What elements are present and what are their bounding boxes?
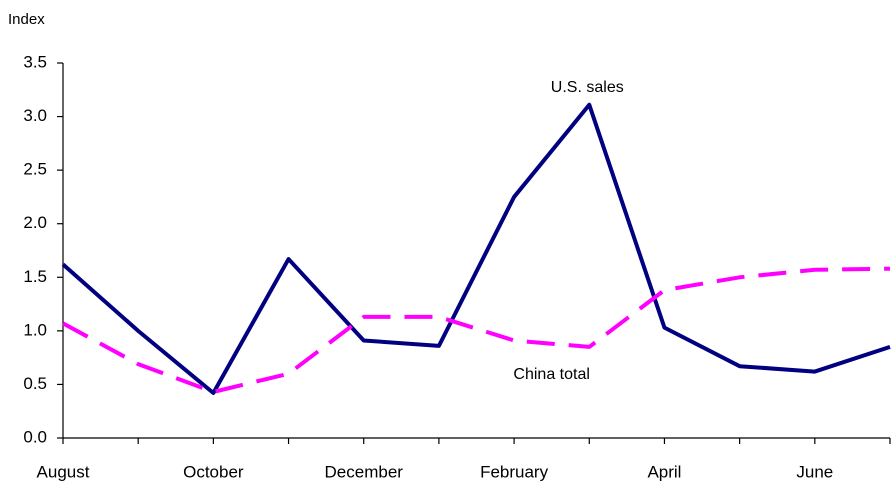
x-tick-label: August [37, 462, 90, 481]
line-series [61, 102, 891, 395]
y-tick-label: 1.5 [23, 267, 47, 286]
y-tick-label: 2.0 [23, 213, 47, 232]
x-tick-label: December [325, 462, 404, 481]
x-tick-label: April [647, 462, 681, 481]
x-tick-label: February [480, 462, 549, 481]
y-tick-label: 2.5 [23, 160, 47, 179]
y-tick-label: 0.0 [23, 427, 47, 446]
y-axis-title: Index [8, 11, 45, 28]
y-tick-label: 3.0 [23, 106, 47, 125]
line-series [62, 266, 891, 394]
y-tick-label: 1.0 [23, 320, 47, 339]
series-label: U.S. sales [551, 79, 624, 96]
y-tick-label: 3.5 [23, 52, 47, 71]
x-tick-label: October [183, 462, 244, 481]
series-label: China total [513, 366, 590, 383]
x-tick-label: June [796, 462, 833, 481]
y-tick-label: 0.5 [23, 374, 47, 393]
